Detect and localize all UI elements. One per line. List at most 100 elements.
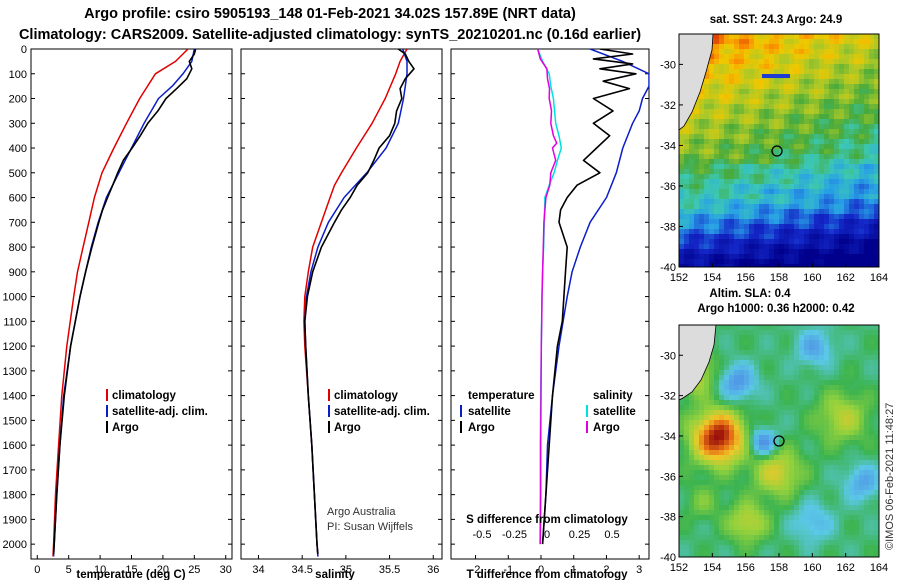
sla-cell — [749, 440, 754, 445]
sla-cell — [804, 430, 809, 435]
sla-cell — [724, 460, 729, 465]
sla-cell — [844, 330, 849, 335]
sla-cell — [719, 390, 724, 395]
sst-cell — [844, 174, 849, 179]
sst-cell — [804, 39, 809, 44]
sla-cell — [749, 435, 754, 440]
sst-cell — [704, 174, 709, 179]
sst-cell — [834, 204, 839, 209]
sst-cell — [859, 79, 864, 84]
sla-cell — [789, 525, 794, 530]
sst-cell — [869, 199, 874, 204]
sla-cell — [874, 555, 879, 557]
sla-cell — [849, 400, 854, 405]
sla-cell — [709, 500, 714, 505]
sla-cell — [729, 345, 734, 350]
x-tick-label: -1 — [503, 564, 513, 576]
sla-cell — [774, 375, 779, 380]
sla-cell — [819, 395, 824, 400]
sla-cell — [849, 520, 854, 525]
legend-argo: Argo — [334, 422, 361, 434]
sst-cell — [739, 164, 744, 169]
sst-cell — [789, 64, 794, 69]
sla-cell — [744, 515, 749, 520]
sst-cell — [739, 114, 744, 119]
sst-cell — [844, 224, 849, 229]
sla-cell — [784, 460, 789, 465]
sst-cell — [854, 169, 859, 174]
sla-cell — [679, 425, 684, 430]
sst-cell — [739, 214, 744, 219]
sst-cell — [829, 264, 834, 267]
sst-cell — [784, 99, 789, 104]
sst-cell — [694, 209, 699, 214]
sla-cell — [719, 495, 724, 500]
s-tick-label: -0.25 — [502, 529, 527, 541]
sla-cell — [764, 460, 769, 465]
depth-axis: 0100200300400500600700800900100011001200… — [3, 44, 649, 551]
sst-cell — [844, 64, 849, 69]
sst-cell — [824, 119, 829, 124]
sla-cell — [849, 510, 854, 515]
sst-cell — [739, 144, 744, 149]
sla-cell — [779, 405, 784, 410]
sla-cell — [874, 520, 879, 525]
map-x-tick-label: 160 — [803, 272, 821, 284]
sla-cell — [709, 380, 714, 385]
sst-cell — [789, 94, 794, 99]
sst-cell — [704, 164, 709, 169]
sla-cell — [679, 520, 684, 525]
sst-cell — [734, 169, 739, 174]
sla-cell — [854, 480, 859, 485]
sst-cell — [864, 119, 869, 124]
sst-cell — [824, 34, 829, 39]
sst-cell — [744, 109, 749, 114]
sla-cell — [814, 550, 819, 555]
sst-cell — [764, 169, 769, 174]
sla-cell — [804, 480, 809, 485]
sst-cell — [849, 159, 854, 164]
sla-cell — [854, 520, 859, 525]
sla-cell — [754, 500, 759, 505]
sst-cell — [749, 99, 754, 104]
sla-cell — [814, 525, 819, 530]
sst-cell — [774, 114, 779, 119]
sst-cell — [819, 154, 824, 159]
sst-cell — [859, 119, 864, 124]
sst-cell — [824, 209, 829, 214]
sst-cell — [724, 79, 729, 84]
sla-cell — [829, 330, 834, 335]
sst-cell — [844, 139, 849, 144]
sla-cell — [814, 370, 819, 375]
sst-cell — [794, 54, 799, 59]
sst-cell — [834, 39, 839, 44]
sst-cell — [779, 94, 784, 99]
sst-cell — [709, 219, 714, 224]
sst-cell — [709, 94, 714, 99]
sla-cell — [684, 425, 689, 430]
sst-cell — [694, 264, 699, 267]
sla-cell — [679, 405, 684, 410]
sst-cell — [779, 169, 784, 174]
sst-cell — [789, 174, 794, 179]
sla-cell — [684, 465, 689, 470]
sla-cell — [749, 445, 754, 450]
depth-tick-label: 1600 — [3, 440, 27, 452]
sla-cell — [789, 370, 794, 375]
sla-cell — [679, 415, 684, 420]
sst-cell — [714, 99, 719, 104]
sla-cell — [724, 485, 729, 490]
sla-cell — [789, 480, 794, 485]
sla-cell — [824, 385, 829, 390]
sst-cell — [814, 99, 819, 104]
sla-cell — [849, 385, 854, 390]
sst-cell — [724, 84, 729, 89]
sst-cell — [739, 209, 744, 214]
sla-cell — [694, 545, 699, 550]
sst-cell — [684, 259, 689, 264]
sla-cell — [849, 365, 854, 370]
sst-cell — [749, 144, 754, 149]
sst-cell — [854, 254, 859, 259]
sst-cell — [854, 44, 859, 49]
sst-cell — [824, 59, 829, 64]
